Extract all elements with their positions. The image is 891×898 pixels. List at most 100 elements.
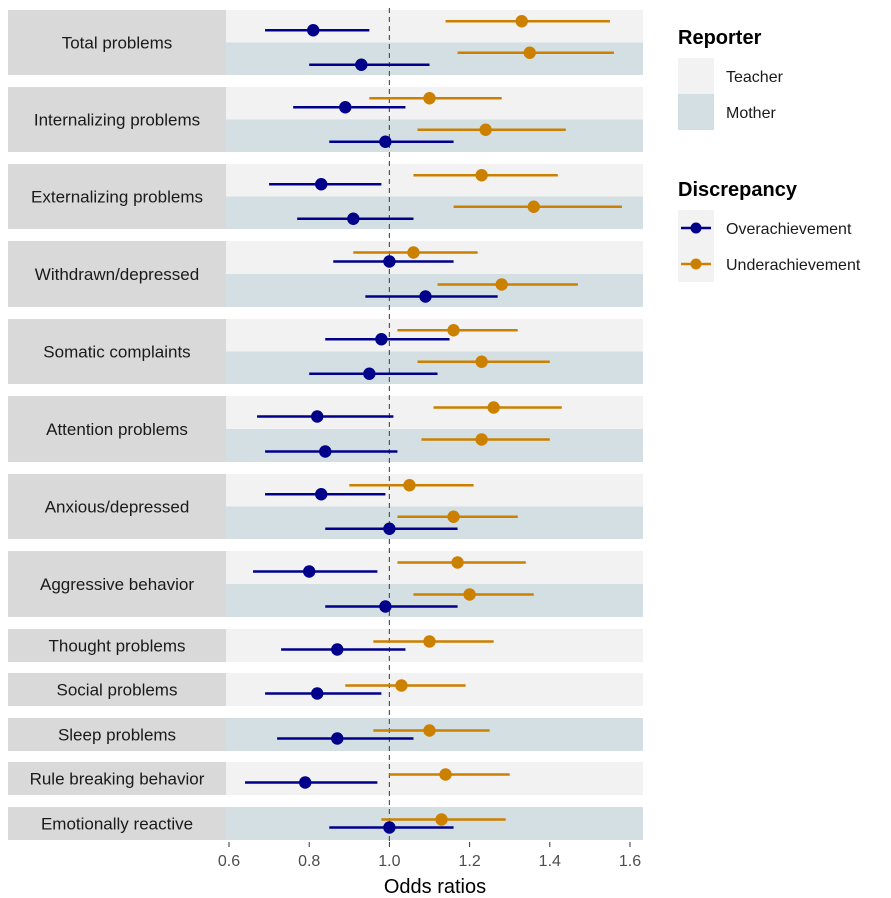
estimate-overachievement — [265, 488, 386, 501]
panel-label: Total problems — [62, 34, 173, 53]
x-tick-label: 0.6 — [218, 853, 240, 870]
estimate-overachievement — [329, 135, 454, 148]
x-axis: 0.6 0.8 1.0 1.2 1.4 1.6 — [218, 842, 641, 870]
point-estimate — [375, 333, 388, 346]
panel: Externalizing problems — [8, 164, 643, 229]
estimate-overachievement — [293, 101, 406, 114]
reporter-band-teacher — [226, 10, 643, 43]
point-estimate — [447, 324, 460, 337]
point-estimate — [355, 58, 368, 71]
point-estimate — [487, 401, 500, 414]
panel: Internalizing problems — [8, 87, 643, 152]
panel-label: Externalizing problems — [31, 188, 203, 207]
panel: Anxious/depressed — [8, 474, 643, 539]
estimates-layer — [245, 15, 622, 834]
panel-strip — [8, 319, 226, 384]
point-estimate — [311, 687, 324, 700]
point-estimate — [423, 635, 436, 648]
estimate-overachievement — [265, 24, 370, 37]
point-estimate — [423, 724, 436, 737]
point-estimate — [319, 445, 332, 458]
panel: Social problems — [8, 673, 643, 706]
reporter-band-mother — [226, 42, 643, 75]
panel-strip — [8, 673, 226, 706]
reporter-band-teacher — [226, 241, 643, 274]
legend-label-mother: Mother — [726, 105, 776, 122]
point-estimate — [451, 556, 464, 569]
reporter-band-mother — [226, 274, 643, 307]
panel: Emotionally reactive — [8, 807, 643, 840]
estimate-underachievement — [373, 635, 494, 648]
panel-label: Social problems — [57, 681, 178, 700]
estimate-overachievement — [281, 643, 406, 656]
estimate-overachievement — [265, 445, 398, 458]
estimate-underachievement — [421, 433, 550, 446]
panel-strip — [8, 762, 226, 795]
point-estimate — [523, 46, 536, 59]
estimate-overachievement — [309, 58, 430, 71]
estimate-underachievement — [453, 200, 622, 213]
point-estimate — [383, 522, 396, 535]
estimate-underachievement — [433, 401, 562, 414]
estimate-underachievement — [345, 679, 466, 692]
panel-strip — [8, 87, 226, 152]
estimate-underachievement — [445, 15, 610, 28]
estimate-overachievement — [269, 178, 382, 191]
legend-key-point — [690, 258, 702, 270]
reporter-band-mother — [226, 429, 643, 462]
x-tick-label: 0.8 — [298, 853, 320, 870]
point-estimate — [495, 278, 508, 291]
panel-strip — [8, 551, 226, 617]
reporter-band-teacher — [226, 551, 643, 584]
panel-strip — [8, 629, 226, 662]
estimate-underachievement — [397, 510, 518, 523]
point-estimate — [383, 821, 396, 834]
panel: Aggressive behavior — [8, 551, 643, 617]
estimate-overachievement — [309, 367, 438, 380]
panel: Attention problems — [8, 396, 643, 462]
estimate-overachievement — [297, 212, 414, 225]
point-estimate — [475, 169, 488, 182]
estimate-underachievement — [349, 479, 474, 492]
point-estimate — [403, 479, 416, 492]
legend-label-underachievement: Underachievement — [726, 257, 861, 274]
legend-key-mother — [678, 94, 714, 130]
panel-strip — [8, 164, 226, 229]
point-estimate — [435, 813, 448, 826]
estimate-underachievement — [413, 169, 558, 182]
point-estimate — [307, 24, 320, 37]
panel-strip — [8, 396, 226, 462]
panel-strip — [8, 807, 226, 840]
panel: Total problems — [8, 10, 643, 75]
point-estimate — [407, 246, 420, 259]
estimate-underachievement — [389, 768, 510, 781]
legend: Reporter Teacher Mother Discrepancy Overachi… — [678, 27, 861, 282]
legend-label-overachievement: Overachievement — [726, 221, 852, 238]
estimate-underachievement — [381, 813, 506, 826]
estimate-underachievement — [397, 556, 526, 569]
point-estimate — [331, 732, 344, 745]
point-estimate — [527, 200, 540, 213]
panel-label: Somatic complaints — [43, 343, 190, 362]
reporter-band-teacher — [226, 673, 643, 706]
point-estimate — [303, 565, 316, 578]
x-tick-label: 1.4 — [539, 853, 561, 870]
panel: Rule breaking behavior — [8, 762, 643, 795]
legend-key-teacher — [678, 58, 714, 94]
estimate-overachievement — [333, 255, 454, 268]
point-estimate — [315, 178, 328, 191]
point-estimate — [383, 255, 396, 268]
estimate-overachievement — [325, 600, 458, 613]
reporter-band-teacher — [226, 762, 643, 795]
reporter-band-teacher — [226, 396, 643, 429]
panel-label: Withdrawn/depressed — [35, 265, 199, 284]
point-estimate — [363, 367, 376, 380]
point-estimate — [515, 15, 528, 28]
legend-label-teacher: Teacher — [726, 69, 784, 86]
estimate-underachievement — [457, 46, 614, 59]
panel-label: Anxious/depressed — [45, 498, 190, 517]
estimate-overachievement — [265, 687, 382, 700]
point-estimate — [347, 212, 360, 225]
point-estimate — [463, 588, 476, 601]
